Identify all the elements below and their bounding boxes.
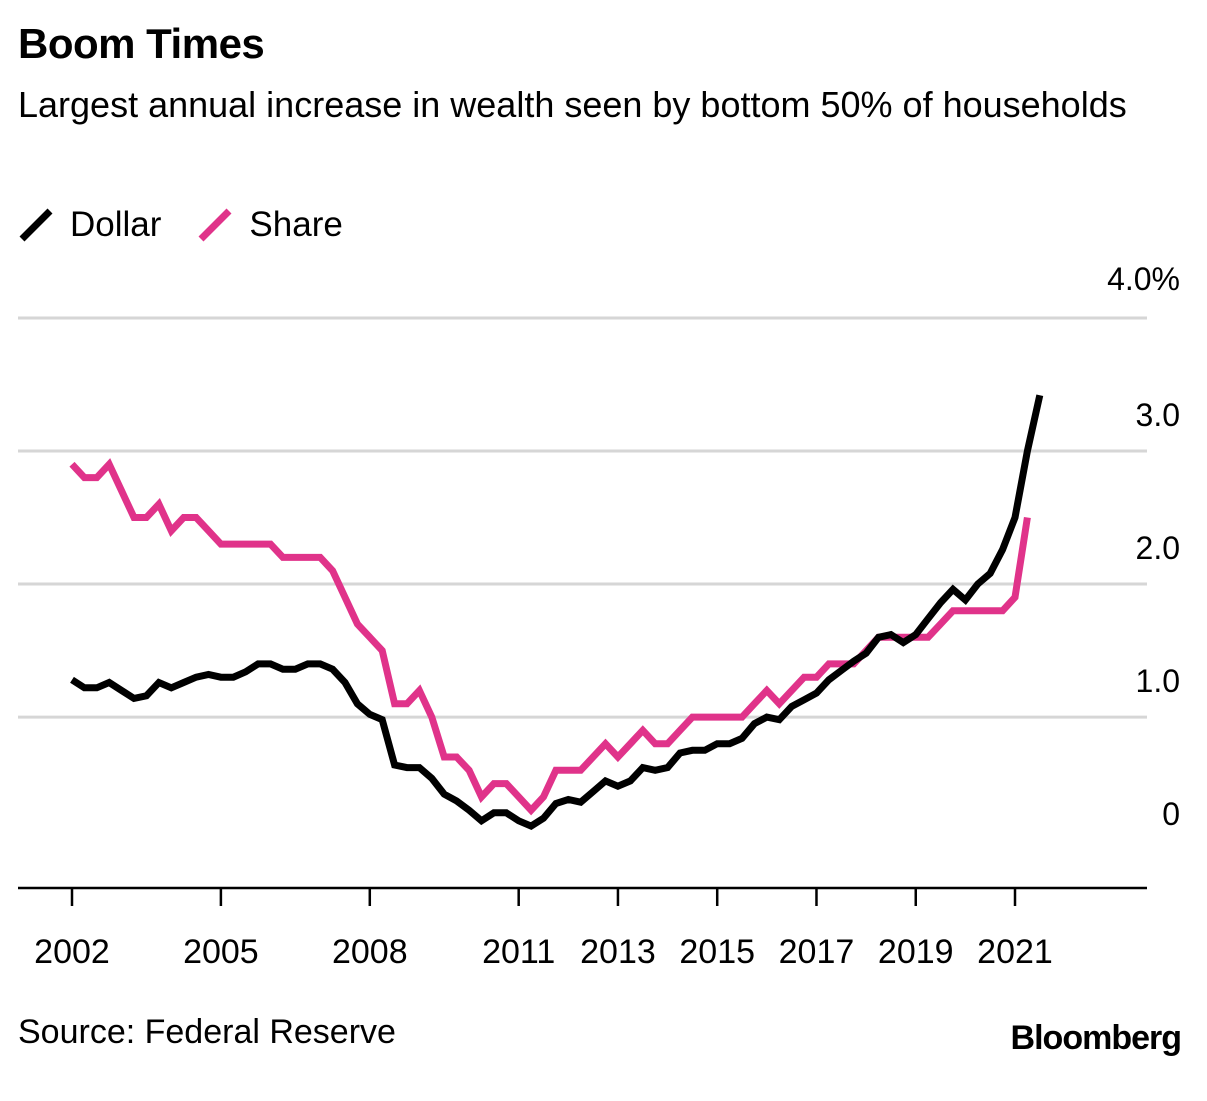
legend-item-dollar: Dollar — [18, 205, 161, 245]
x-tick-label-8: 2021 — [977, 933, 1053, 971]
x-tick-label-1: 2005 — [183, 933, 259, 971]
chart-title: Boom Times — [18, 20, 265, 67]
legend-item-share: Share — [197, 205, 343, 245]
x-tick-label-0: 2002 — [34, 933, 110, 971]
legend-label-share: Share — [249, 205, 343, 244]
y-tick-label-1: 3.0 — [1136, 397, 1180, 433]
x-tick-label-4: 2013 — [580, 933, 656, 971]
series-line-dollar — [70, 394, 1044, 831]
x-tick-label-3: 2011 — [482, 933, 555, 971]
y-tick-label-0: 4.0% — [1107, 261, 1180, 297]
legend-swatch-dollar — [19, 208, 53, 242]
x-tick-label-2: 2008 — [332, 933, 408, 971]
y-tick-label-4: 0 — [1162, 796, 1180, 832]
legend-label-dollar: Dollar — [70, 205, 162, 244]
x-tick-label-5: 2015 — [679, 933, 755, 971]
source-note: Source: Federal Reserve — [18, 1013, 396, 1051]
chart-subtitle: Largest annual increase in wealth seen b… — [18, 84, 1127, 125]
legend-swatch-dollar-line — [19, 208, 53, 242]
y-tick-label-3: 1.0 — [1136, 663, 1180, 699]
x-tick-label-6: 2017 — [779, 933, 855, 971]
y-tick-label-2: 2.0 — [1136, 530, 1180, 566]
legend-swatch-share — [198, 208, 232, 242]
brand-logo: Bloomberg — [1010, 1019, 1182, 1057]
x-tick-label-7: 2019 — [878, 933, 954, 971]
legend: Dollar Share — [18, 205, 379, 245]
legend-swatch-share-line — [198, 208, 232, 242]
